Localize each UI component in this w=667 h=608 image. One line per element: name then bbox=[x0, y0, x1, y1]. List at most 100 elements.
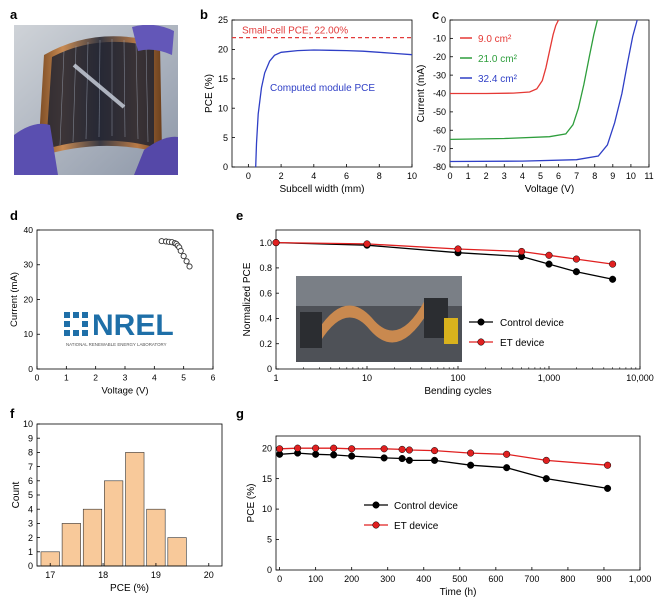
x-tick-label: 9 bbox=[610, 171, 615, 181]
series-line-1 bbox=[275, 241, 613, 265]
data-point bbox=[276, 445, 284, 453]
y-tick-label: 0.2 bbox=[259, 339, 272, 349]
logo-mark-square bbox=[73, 330, 79, 336]
flexible-module-photo bbox=[14, 25, 178, 175]
series-line-0 bbox=[279, 452, 608, 490]
y-axis-label: PCE (%) bbox=[246, 484, 257, 523]
panel-label-c: c bbox=[432, 7, 440, 22]
logo-mark-square bbox=[82, 321, 88, 327]
y-tick-label: -10 bbox=[433, 34, 446, 44]
x-tick-label: 0 bbox=[246, 171, 251, 181]
panel-label-d: d bbox=[10, 208, 18, 223]
x-axis-label: Bending cycles bbox=[424, 386, 491, 397]
x-tick-label: 100 bbox=[308, 574, 323, 584]
legend-entry: ET device bbox=[394, 521, 439, 532]
y-tick-label: 1 bbox=[28, 547, 33, 557]
x-tick-label: 7 bbox=[574, 171, 579, 181]
y-axis-label: Count bbox=[11, 481, 22, 508]
legend-entry: Control device bbox=[500, 318, 564, 329]
data-point bbox=[294, 444, 302, 452]
y-tick-label: 7 bbox=[28, 462, 33, 472]
legend-marker bbox=[372, 501, 380, 509]
logo-mark-square bbox=[64, 321, 70, 327]
x-tick-label: 17 bbox=[45, 570, 55, 580]
y-tick-label: 9 bbox=[28, 433, 33, 443]
data-point bbox=[186, 263, 193, 270]
x-tick-label: 5 bbox=[181, 373, 186, 383]
histogram-bar bbox=[167, 537, 187, 567]
data-point bbox=[398, 454, 406, 463]
y-tick-label: 5 bbox=[223, 133, 228, 143]
y-tick-label: -60 bbox=[433, 125, 446, 135]
logo-mark-square bbox=[82, 330, 88, 336]
y-tick-label: 2 bbox=[28, 533, 33, 543]
panel-label-f: f bbox=[10, 406, 15, 421]
x-tick-label: 0 bbox=[447, 171, 452, 181]
data-point bbox=[572, 268, 580, 276]
legend-entry: 32.4 cm² bbox=[478, 74, 518, 85]
plot-b-module-pce: 0 2 4 6 8 10 0 5 10 15 20 25 Subcell width (mm) PCE (… bbox=[204, 15, 417, 195]
y-tick-label: 10 bbox=[23, 419, 33, 429]
logo-mark-square bbox=[64, 312, 70, 318]
x-axis-label: Subcell width (mm) bbox=[279, 184, 364, 195]
data-point bbox=[609, 275, 617, 283]
x-tick-label: 5 bbox=[538, 171, 543, 181]
x-tick-label: 6 bbox=[211, 373, 216, 383]
y-axis-label: Normalized PCE bbox=[242, 262, 253, 336]
y-tick-label: 0 bbox=[441, 15, 446, 25]
data-point bbox=[180, 253, 187, 260]
x-axis-label: Voltage (V) bbox=[102, 386, 149, 397]
x-tick-label: 700 bbox=[524, 574, 539, 584]
x-axis-label: Voltage (V) bbox=[525, 184, 574, 195]
y-tick-label: 20 bbox=[218, 45, 228, 55]
panel-label-g: g bbox=[236, 406, 244, 421]
x-tick-label: 19 bbox=[151, 570, 161, 580]
series-line-2 bbox=[449, 19, 638, 163]
x-tick-label: 4 bbox=[311, 171, 316, 181]
x-tick-label: 4 bbox=[152, 373, 157, 383]
plot-d-certified-iv: 0 1 2 3 4 5 6 0 10 20 30 40 Voltage (V) Current (mA) N… bbox=[9, 225, 216, 397]
y-tick-label: 15 bbox=[218, 74, 228, 84]
photo-clamp-left bbox=[300, 312, 322, 348]
series-line-0 bbox=[450, 19, 560, 95]
y-tick-label: 8 bbox=[28, 448, 33, 458]
data-point bbox=[380, 454, 388, 462]
panel-label-a: a bbox=[10, 7, 18, 22]
x-tick-label: 10 bbox=[626, 171, 636, 181]
x-tick-label: 6 bbox=[344, 171, 349, 181]
data-point bbox=[431, 456, 439, 464]
y-axis-label: PCE (%) bbox=[204, 74, 215, 113]
y-tick-label: 20 bbox=[262, 443, 272, 453]
histogram-bar bbox=[125, 452, 145, 567]
x-tick-label: 10 bbox=[362, 373, 372, 383]
data-point bbox=[542, 456, 550, 464]
x-tick-label: 400 bbox=[416, 574, 431, 584]
x-tick-label: 600 bbox=[488, 574, 503, 584]
plot-c-iv-curves: 0 1 2 3 4 5 6 7 8 9 10 11 0 -10 -20 -30 -40 -50 -60 -70 -80 V… bbox=[416, 15, 654, 195]
y-tick-label: -50 bbox=[433, 107, 446, 117]
series-line-computed-module-pce bbox=[255, 49, 413, 168]
legend-marker bbox=[372, 521, 380, 529]
x-tick-label: 900 bbox=[596, 574, 611, 584]
x-tick-label: 1,000 bbox=[538, 373, 561, 383]
x-tick-label: 2 bbox=[279, 171, 284, 181]
data-point bbox=[542, 475, 550, 483]
data-point bbox=[503, 464, 511, 472]
y-tick-label: 10 bbox=[262, 504, 272, 514]
legend-marker bbox=[477, 318, 485, 326]
x-tick-label: 1 bbox=[273, 373, 278, 383]
data-point bbox=[467, 449, 475, 457]
y-tick-label: 0.6 bbox=[259, 288, 272, 298]
x-tick-label: 800 bbox=[560, 574, 575, 584]
data-point bbox=[518, 247, 526, 256]
data-point bbox=[177, 247, 184, 254]
y-tick-label: 5 bbox=[267, 535, 272, 545]
data-point bbox=[604, 461, 612, 469]
photo-bent-film bbox=[318, 300, 428, 343]
x-tick-label: 3 bbox=[123, 373, 128, 383]
y-tick-label: 1.0 bbox=[259, 238, 272, 248]
data-point bbox=[312, 450, 320, 458]
data-point bbox=[467, 461, 475, 469]
x-tick-label: 10,000 bbox=[626, 373, 654, 383]
